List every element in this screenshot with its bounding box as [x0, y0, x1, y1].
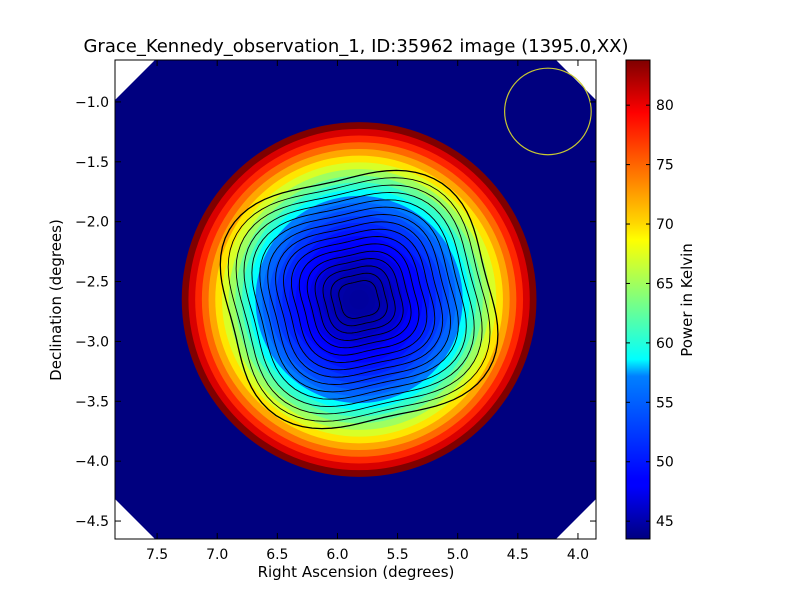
y-tick-label: −4.0: [75, 454, 109, 470]
x-tick-label: 4.0: [567, 547, 589, 563]
contour-line: [314, 258, 404, 341]
contour-line: [306, 250, 412, 349]
x-tick-label: 5.5: [386, 547, 408, 563]
contour-line: [251, 199, 467, 400]
contour-line: [290, 236, 428, 363]
colorbar-ticks: 45 50 55 60 65 70 75 80: [626, 98, 674, 530]
colorbar-label: Power in Kelvin: [678, 243, 696, 357]
colorbar-tick-label: 45: [656, 514, 674, 530]
contour-line: [322, 265, 396, 334]
corner-blank-top-left: [115, 60, 155, 100]
colorbar: [625, 59, 651, 540]
x-tick-label: 7.0: [206, 547, 228, 563]
contour-layer: [219, 169, 499, 430]
corner-blank-bottom-right: [556, 499, 596, 539]
contour-line: [259, 206, 459, 393]
x-axis-label: Right Ascension (degrees): [258, 563, 455, 581]
heatmap-level-fill: [349, 289, 369, 310]
y-tick-label: −2.5: [75, 275, 109, 291]
corner-blank-bottom-left: [115, 499, 155, 539]
y-tick-label: −1.0: [75, 95, 109, 111]
y-tick-label: −1.5: [75, 155, 109, 171]
x-axis: 7.5 7.0 6.5 6.0 5.5 5.0 4.5 4.0: [146, 60, 589, 563]
colorbar-tick-label: 75: [656, 158, 674, 174]
x-tick-label: 5.0: [447, 547, 469, 563]
contour-line: [219, 169, 499, 430]
colorbar-tick-label: 55: [656, 395, 674, 411]
contour-line: [330, 272, 388, 327]
x-tick-label: 7.5: [146, 547, 168, 563]
colorbar-tick-label: 60: [656, 336, 674, 352]
x-tick-label: 4.5: [507, 547, 529, 563]
y-tick-label: −4.5: [75, 514, 109, 530]
colorbar-tick-label: 70: [656, 217, 674, 233]
colorbar-tick-label: 80: [656, 98, 674, 114]
contour-line: [338, 280, 380, 319]
contour-line: [227, 177, 491, 422]
chart-title: Grace_Kennedy_observation_1, ID:35962 im…: [83, 36, 628, 57]
heatmap-layer: [181, 122, 537, 477]
y-axis: −1.0 −1.5 −2.0 −2.5 −3.0 −3.5 −4.0 −4.5: [75, 95, 596, 530]
contour-line: [283, 228, 436, 371]
x-tick-label: 6.5: [266, 547, 288, 563]
y-tick-label: −2.0: [75, 215, 109, 231]
plot-frame: [114, 59, 597, 540]
y-axis-label: Declination (degrees): [47, 219, 65, 381]
y-tick-label: −3.0: [75, 334, 109, 350]
contour-line: [267, 214, 451, 385]
beam-marker: [504, 67, 592, 156]
contour-line: [235, 184, 483, 415]
y-tick-label: −3.5: [75, 394, 109, 410]
contour-line: [275, 221, 444, 378]
contour-line: [298, 243, 420, 356]
contour-line: [243, 191, 475, 408]
x-tick-label: 6.0: [326, 547, 348, 563]
colorbar-tick-label: 50: [656, 455, 674, 471]
colorbar-tick-label: 65: [656, 276, 674, 292]
heatmap-area: [115, 60, 596, 539]
